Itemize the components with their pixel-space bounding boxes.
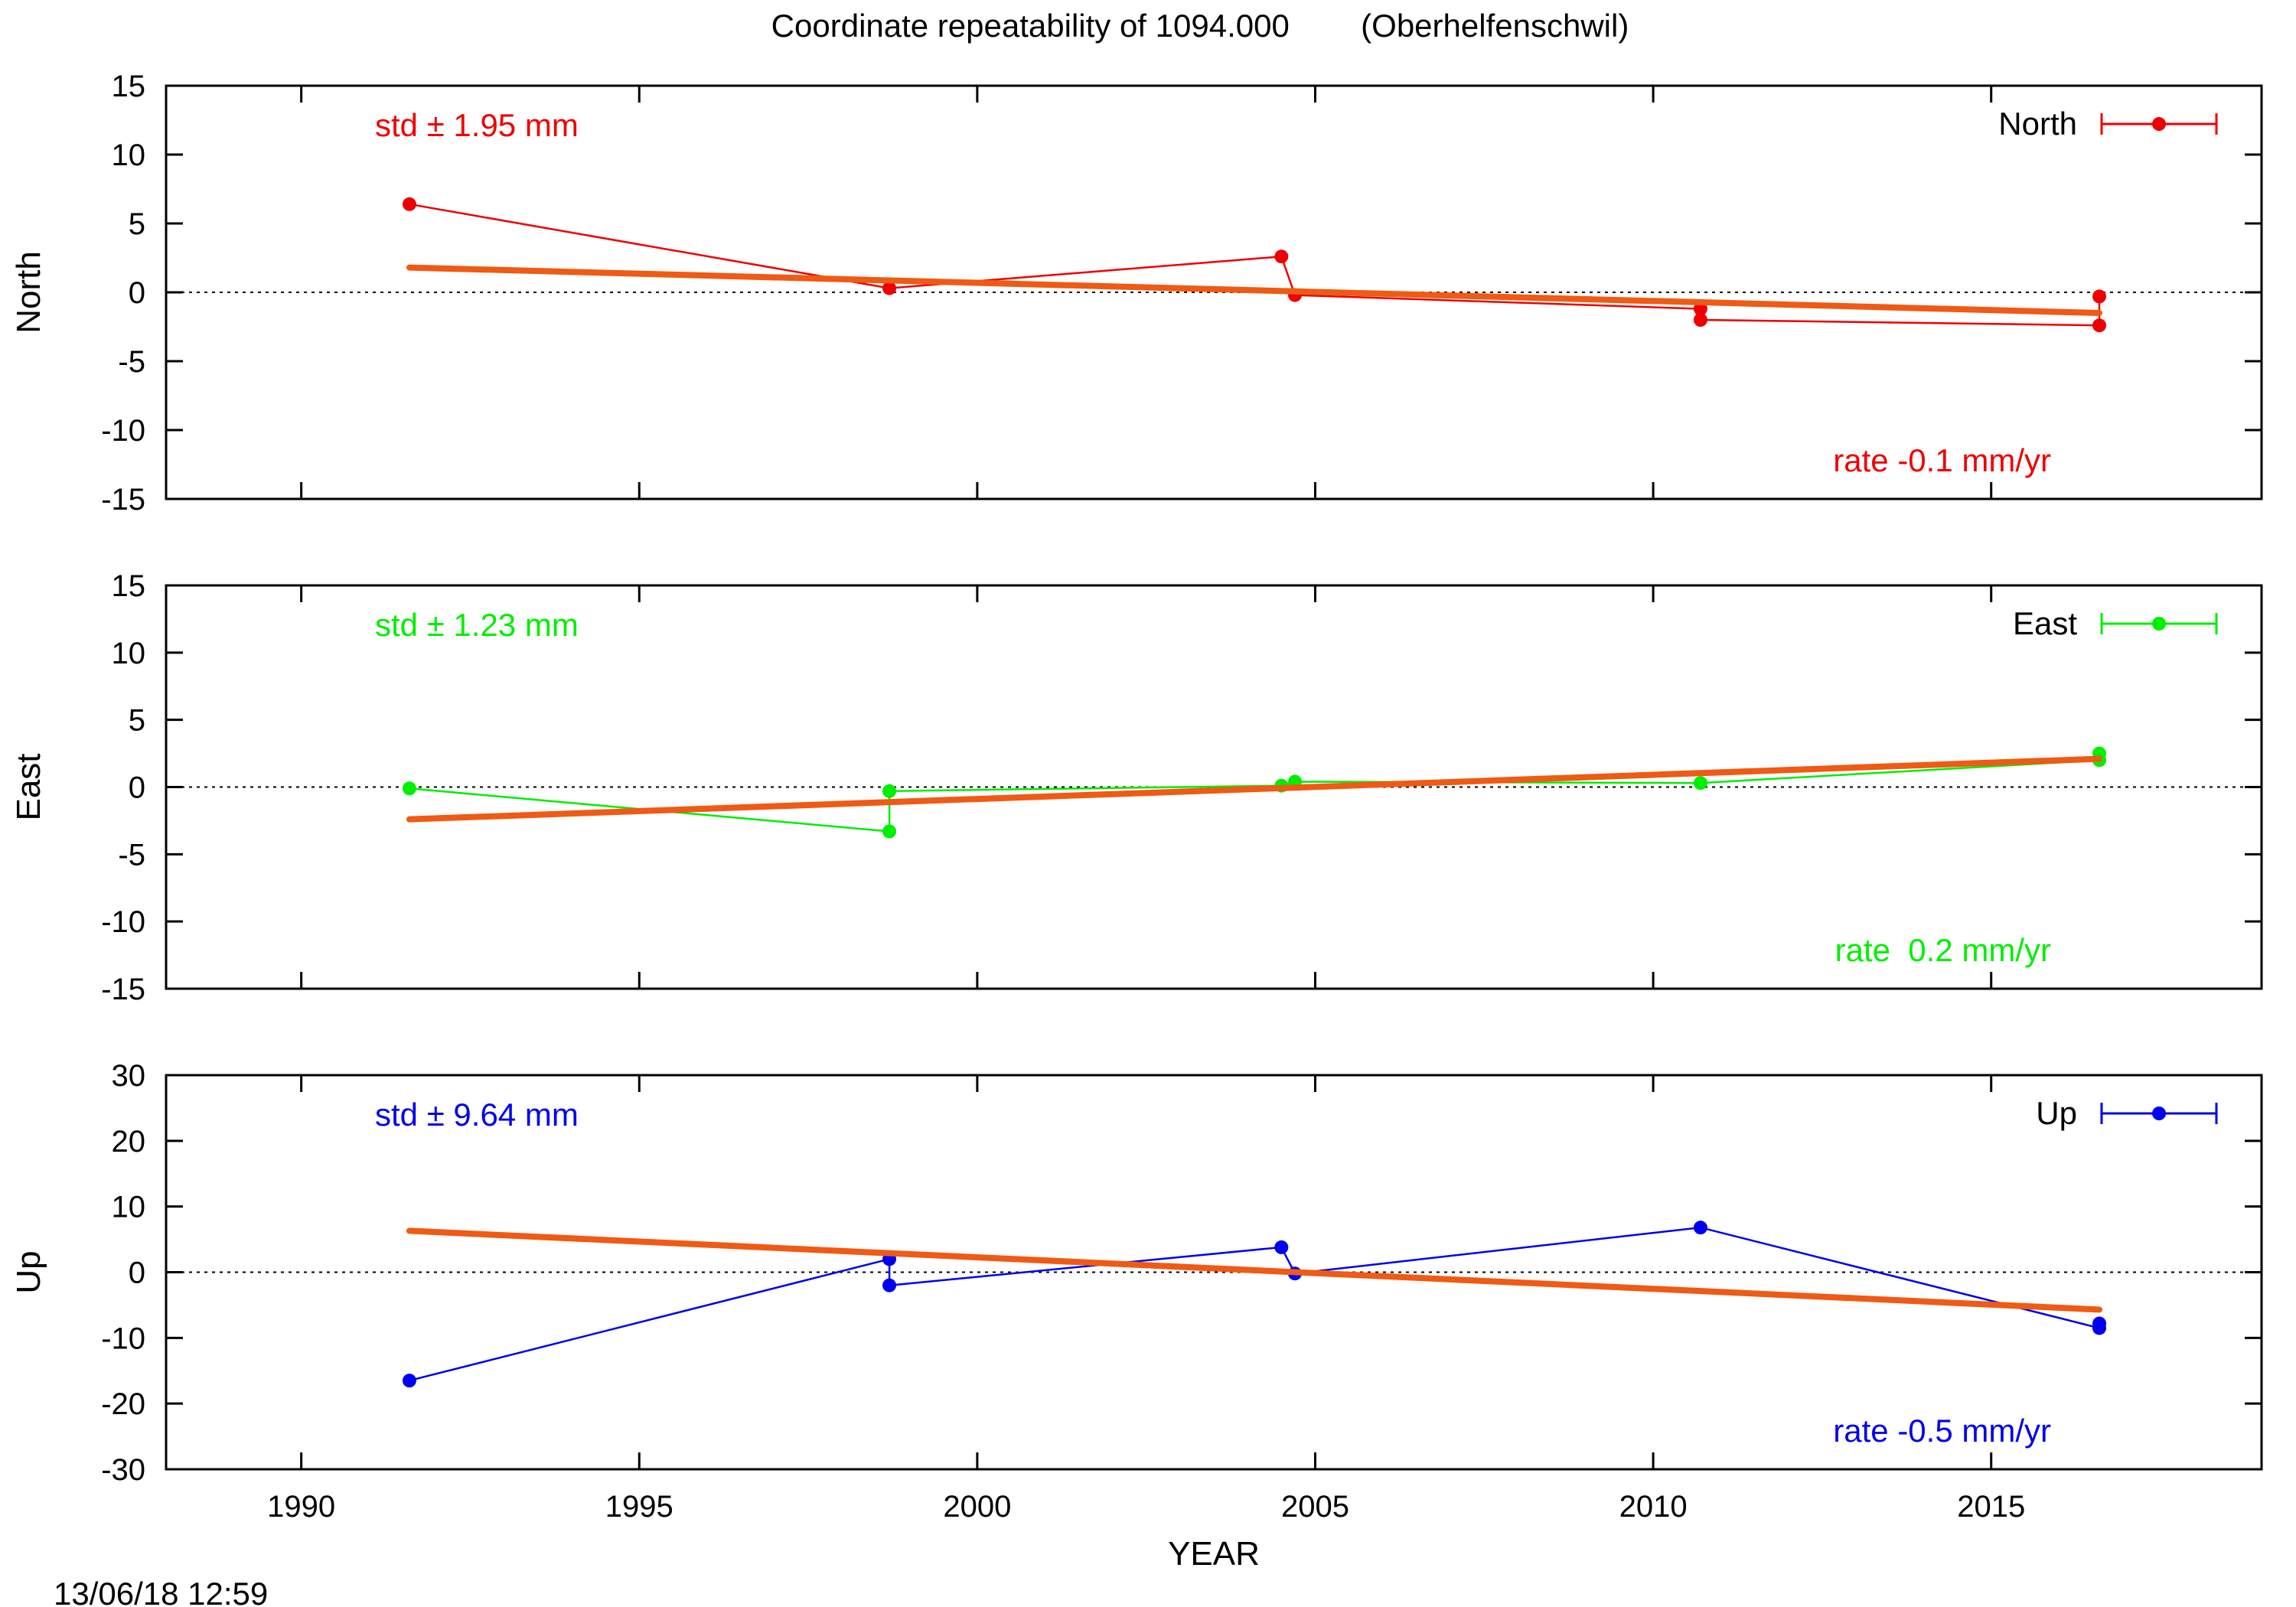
up-data-point [1693, 1221, 1707, 1235]
up-ytick-label: -30 [101, 1453, 145, 1487]
timestamp: 13/06/18 12:59 [54, 1576, 268, 1607]
up-legend-marker [2152, 1107, 2166, 1120]
north-legend-marker [2152, 117, 2166, 131]
north-ytick-label: 15 [112, 70, 146, 103]
east-ytick-label: 5 [129, 704, 145, 738]
up-ytick-label: -20 [101, 1387, 145, 1421]
east-rate-label: rate 0.2 mm/yr [1835, 932, 2051, 968]
north-ytick-label: -15 [101, 483, 145, 517]
north-ylabel: North [10, 251, 47, 334]
east-ytick-label: 10 [112, 637, 146, 670]
xtick-label: 2015 [1957, 1490, 2025, 1524]
north-ytick-label: 0 [129, 276, 145, 310]
north-ytick-label: -5 [118, 345, 145, 379]
north-rate-label: rate -0.1 mm/yr [1833, 442, 2051, 478]
east-ytick-label: 0 [129, 771, 145, 805]
north-legend-label: North [1998, 106, 2077, 142]
north-ytick-label: 10 [112, 139, 146, 172]
north-data-point [1693, 313, 1707, 327]
east-data-point [882, 824, 897, 839]
up-data-point [882, 1278, 897, 1292]
up-series-line [409, 1226, 2101, 1382]
xtick-label: 1995 [605, 1490, 673, 1524]
panel-north: 15 10 5 0 -5 -10 -15 North std ± 1.95 mm rate -0.… [10, 70, 2263, 517]
east-std-label: std ± 1.23 mm [375, 607, 579, 643]
up-ylabel: Up [10, 1250, 47, 1293]
up-ytick-label: 20 [112, 1125, 146, 1159]
up-ytick-label: 10 [112, 1191, 146, 1224]
chart-panels: 15 10 5 0 -5 -10 -15 North std ± 1.95 mm rate -0.… [10, 70, 2263, 1573]
up-rate-label: rate -0.5 mm/yr [1833, 1413, 2051, 1449]
up-data-point [2092, 1316, 2107, 1331]
xtick-label: 2005 [1281, 1490, 1349, 1524]
up-ytick-label: -10 [101, 1322, 145, 1355]
north-data-point [1274, 249, 1289, 264]
xtick-label: 2010 [1619, 1490, 1688, 1524]
north-std-label: std ± 1.95 mm [375, 107, 579, 143]
up-data-point [1274, 1240, 1289, 1254]
north-data-point [2092, 318, 2107, 333]
east-data-point [882, 784, 897, 798]
east-data-point [402, 781, 416, 796]
east-legend-label: East [2013, 605, 2077, 641]
north-data-point [882, 281, 897, 295]
east-ytick-label: -10 [101, 905, 145, 939]
up-ytick-label: 30 [112, 1059, 146, 1093]
north-fit-line [406, 264, 2103, 316]
east-data-point [1693, 776, 1707, 790]
up-fit-line [406, 1227, 2103, 1313]
north-ytick-label: 5 [129, 207, 145, 241]
xlabel: YEAR [1168, 1535, 1260, 1573]
north-data-point [2092, 289, 2107, 304]
chart-title: Coordinate repeatability of 1094.000 (Ob… [771, 8, 1629, 44]
north-ytick-label: -10 [101, 414, 145, 448]
east-legend-marker [2152, 617, 2166, 631]
panel-east: 15 10 5 0 -5 -10 -15 East std ± 1.23 mm rate 0.2 … [10, 569, 2263, 1006]
north-data-point [402, 197, 416, 211]
east-fit-line [406, 755, 2103, 823]
east-ylabel: East [10, 753, 47, 820]
up-legend-label: Up [2036, 1095, 2077, 1131]
xtick-label: 1990 [267, 1490, 335, 1524]
east-ytick-label: 15 [112, 569, 146, 603]
up-data-point [402, 1374, 416, 1388]
xtick-label: 2000 [943, 1490, 1011, 1524]
east-ytick-label: -5 [118, 838, 145, 872]
up-std-label: std ± 9.64 mm [375, 1097, 579, 1133]
up-ytick-label: 0 [129, 1257, 145, 1290]
east-ytick-label: -15 [101, 973, 145, 1006]
